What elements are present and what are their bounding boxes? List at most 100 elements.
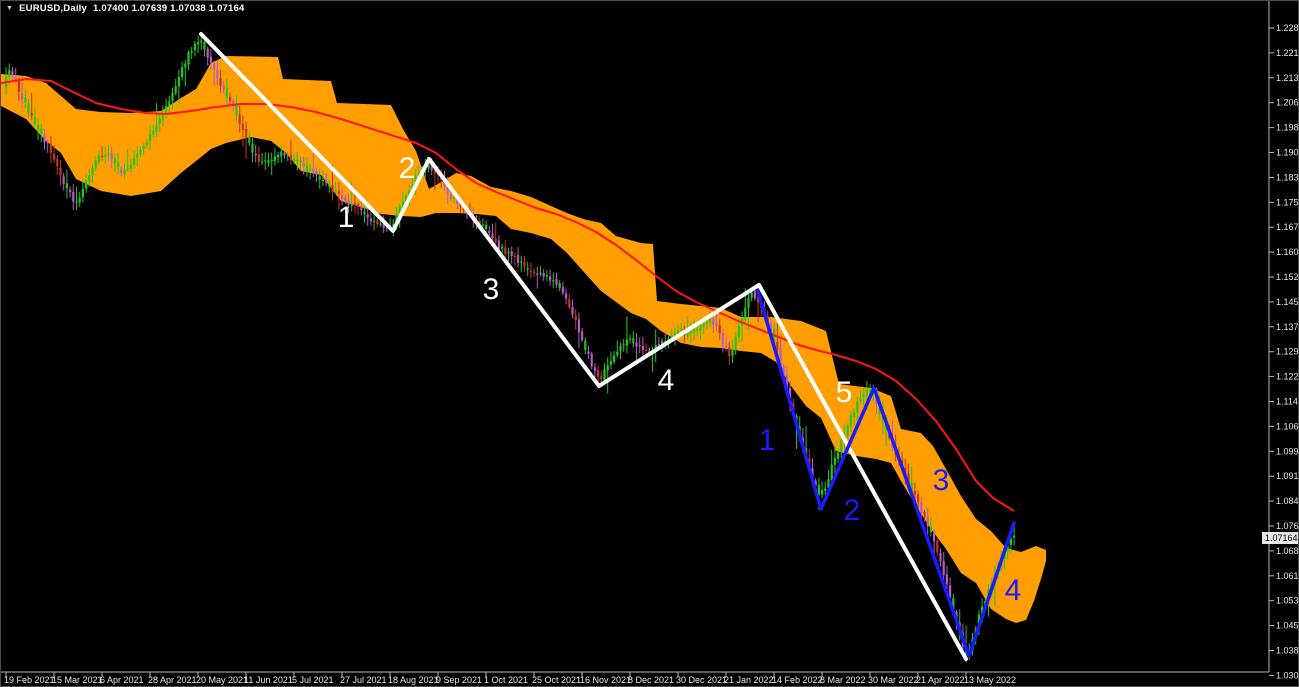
candle-body xyxy=(657,343,660,346)
candle-body xyxy=(744,307,747,320)
candle-body xyxy=(200,40,203,43)
candle-wick xyxy=(108,145,109,161)
candle-body xyxy=(318,176,321,180)
blue-zigzag-line xyxy=(756,289,1016,658)
candle-body xyxy=(517,255,520,263)
dropdown-icon[interactable]: ▼ xyxy=(6,5,14,12)
candle-body xyxy=(571,307,574,315)
candle-body xyxy=(209,56,212,63)
price-axis[interactable]: 1.22890 1.22130 1.21370 1.20610 1.19850 1.190… xyxy=(1268,1,1299,680)
candle-body xyxy=(373,220,376,223)
candle-body xyxy=(1006,546,1009,552)
white-zigzag-label-5: 5 xyxy=(836,376,853,409)
price-axis-label: 1.12970 xyxy=(1276,347,1299,357)
candle-body xyxy=(827,479,830,488)
candle-body xyxy=(104,154,107,157)
candle-body xyxy=(497,240,500,250)
time-axis-label: 21 Apr 2022 xyxy=(916,675,965,685)
candle-wick xyxy=(332,164,333,201)
candle-body xyxy=(155,124,158,132)
candle-body xyxy=(360,207,363,211)
candle-body xyxy=(382,223,385,228)
candle-body xyxy=(328,183,331,187)
price-axis-label: 1.03830 xyxy=(1276,646,1299,656)
candle-body xyxy=(142,145,145,149)
candle-body xyxy=(686,332,689,337)
candle-body xyxy=(539,272,542,274)
price-axis-label: 1.09170 xyxy=(1276,471,1299,481)
candle-body xyxy=(238,114,241,125)
candle-body xyxy=(561,287,564,293)
candle-wick xyxy=(143,143,145,155)
candle-body xyxy=(453,197,456,199)
candle-body xyxy=(654,345,657,350)
candle-body xyxy=(398,206,401,214)
candle-wick xyxy=(300,156,301,171)
candle-body xyxy=(712,317,715,325)
candle-wick xyxy=(268,152,269,167)
candle-body xyxy=(555,278,558,285)
time-axis-label: 15 Mar 2021 xyxy=(52,675,103,685)
candle-body xyxy=(8,70,11,77)
candle-wick xyxy=(508,247,509,262)
candle-body xyxy=(734,336,737,351)
candle-body xyxy=(353,203,356,206)
candle-body xyxy=(145,142,148,145)
candle-body xyxy=(225,88,228,98)
candle-wick xyxy=(351,182,353,212)
candle-body xyxy=(917,494,920,503)
candle-body xyxy=(184,63,187,68)
candle-body xyxy=(101,155,104,157)
blue-zigzag-label-4: 4 xyxy=(1005,574,1022,607)
candle-body xyxy=(693,329,696,332)
candle-body xyxy=(501,246,504,249)
candle-wick xyxy=(178,69,180,105)
candle-wick xyxy=(885,415,887,447)
candle-body xyxy=(129,164,132,169)
candle-body xyxy=(936,540,939,553)
candle-body xyxy=(581,331,584,340)
candle-body xyxy=(721,333,724,345)
candle-body xyxy=(552,280,555,282)
candle-body xyxy=(216,70,219,79)
candle-wick xyxy=(552,272,554,288)
candle-wick xyxy=(287,151,289,161)
candle-wick xyxy=(607,357,609,394)
candle-wick xyxy=(658,337,660,351)
candle-body xyxy=(952,598,955,611)
candle-body xyxy=(619,345,622,351)
blue-zigzag-label-1: 1 xyxy=(759,424,776,457)
time-axis-label: 30 Dec 2021 xyxy=(676,675,727,685)
candle-wick xyxy=(402,191,404,211)
candle-body xyxy=(117,162,120,167)
candle-wick xyxy=(933,529,935,562)
candle-body xyxy=(190,51,193,53)
candle-body xyxy=(408,190,411,197)
candle-body xyxy=(929,526,932,532)
candle-body xyxy=(1013,535,1016,538)
candle-body xyxy=(11,70,14,76)
candle-body xyxy=(606,364,609,371)
candle-body xyxy=(213,63,216,70)
candle-body xyxy=(197,42,200,45)
candle-body xyxy=(920,502,923,513)
candle-wick xyxy=(860,390,861,404)
candle-body xyxy=(270,160,273,162)
candle-body xyxy=(97,154,100,162)
candle-wick xyxy=(184,60,186,87)
candle-body xyxy=(635,342,638,347)
candle-body xyxy=(219,78,222,87)
candle-body xyxy=(299,160,302,163)
candle-body xyxy=(949,585,952,598)
time-axis-label: 20 May 2021 xyxy=(196,675,248,685)
candle-body xyxy=(779,348,782,367)
candle-body xyxy=(609,361,612,365)
white-zigzag-label-4: 4 xyxy=(658,364,675,397)
candle-body xyxy=(33,116,36,124)
candle-body xyxy=(776,341,779,350)
candle-body xyxy=(232,100,235,105)
candle-body xyxy=(689,331,692,334)
candle-body xyxy=(1009,538,1012,545)
